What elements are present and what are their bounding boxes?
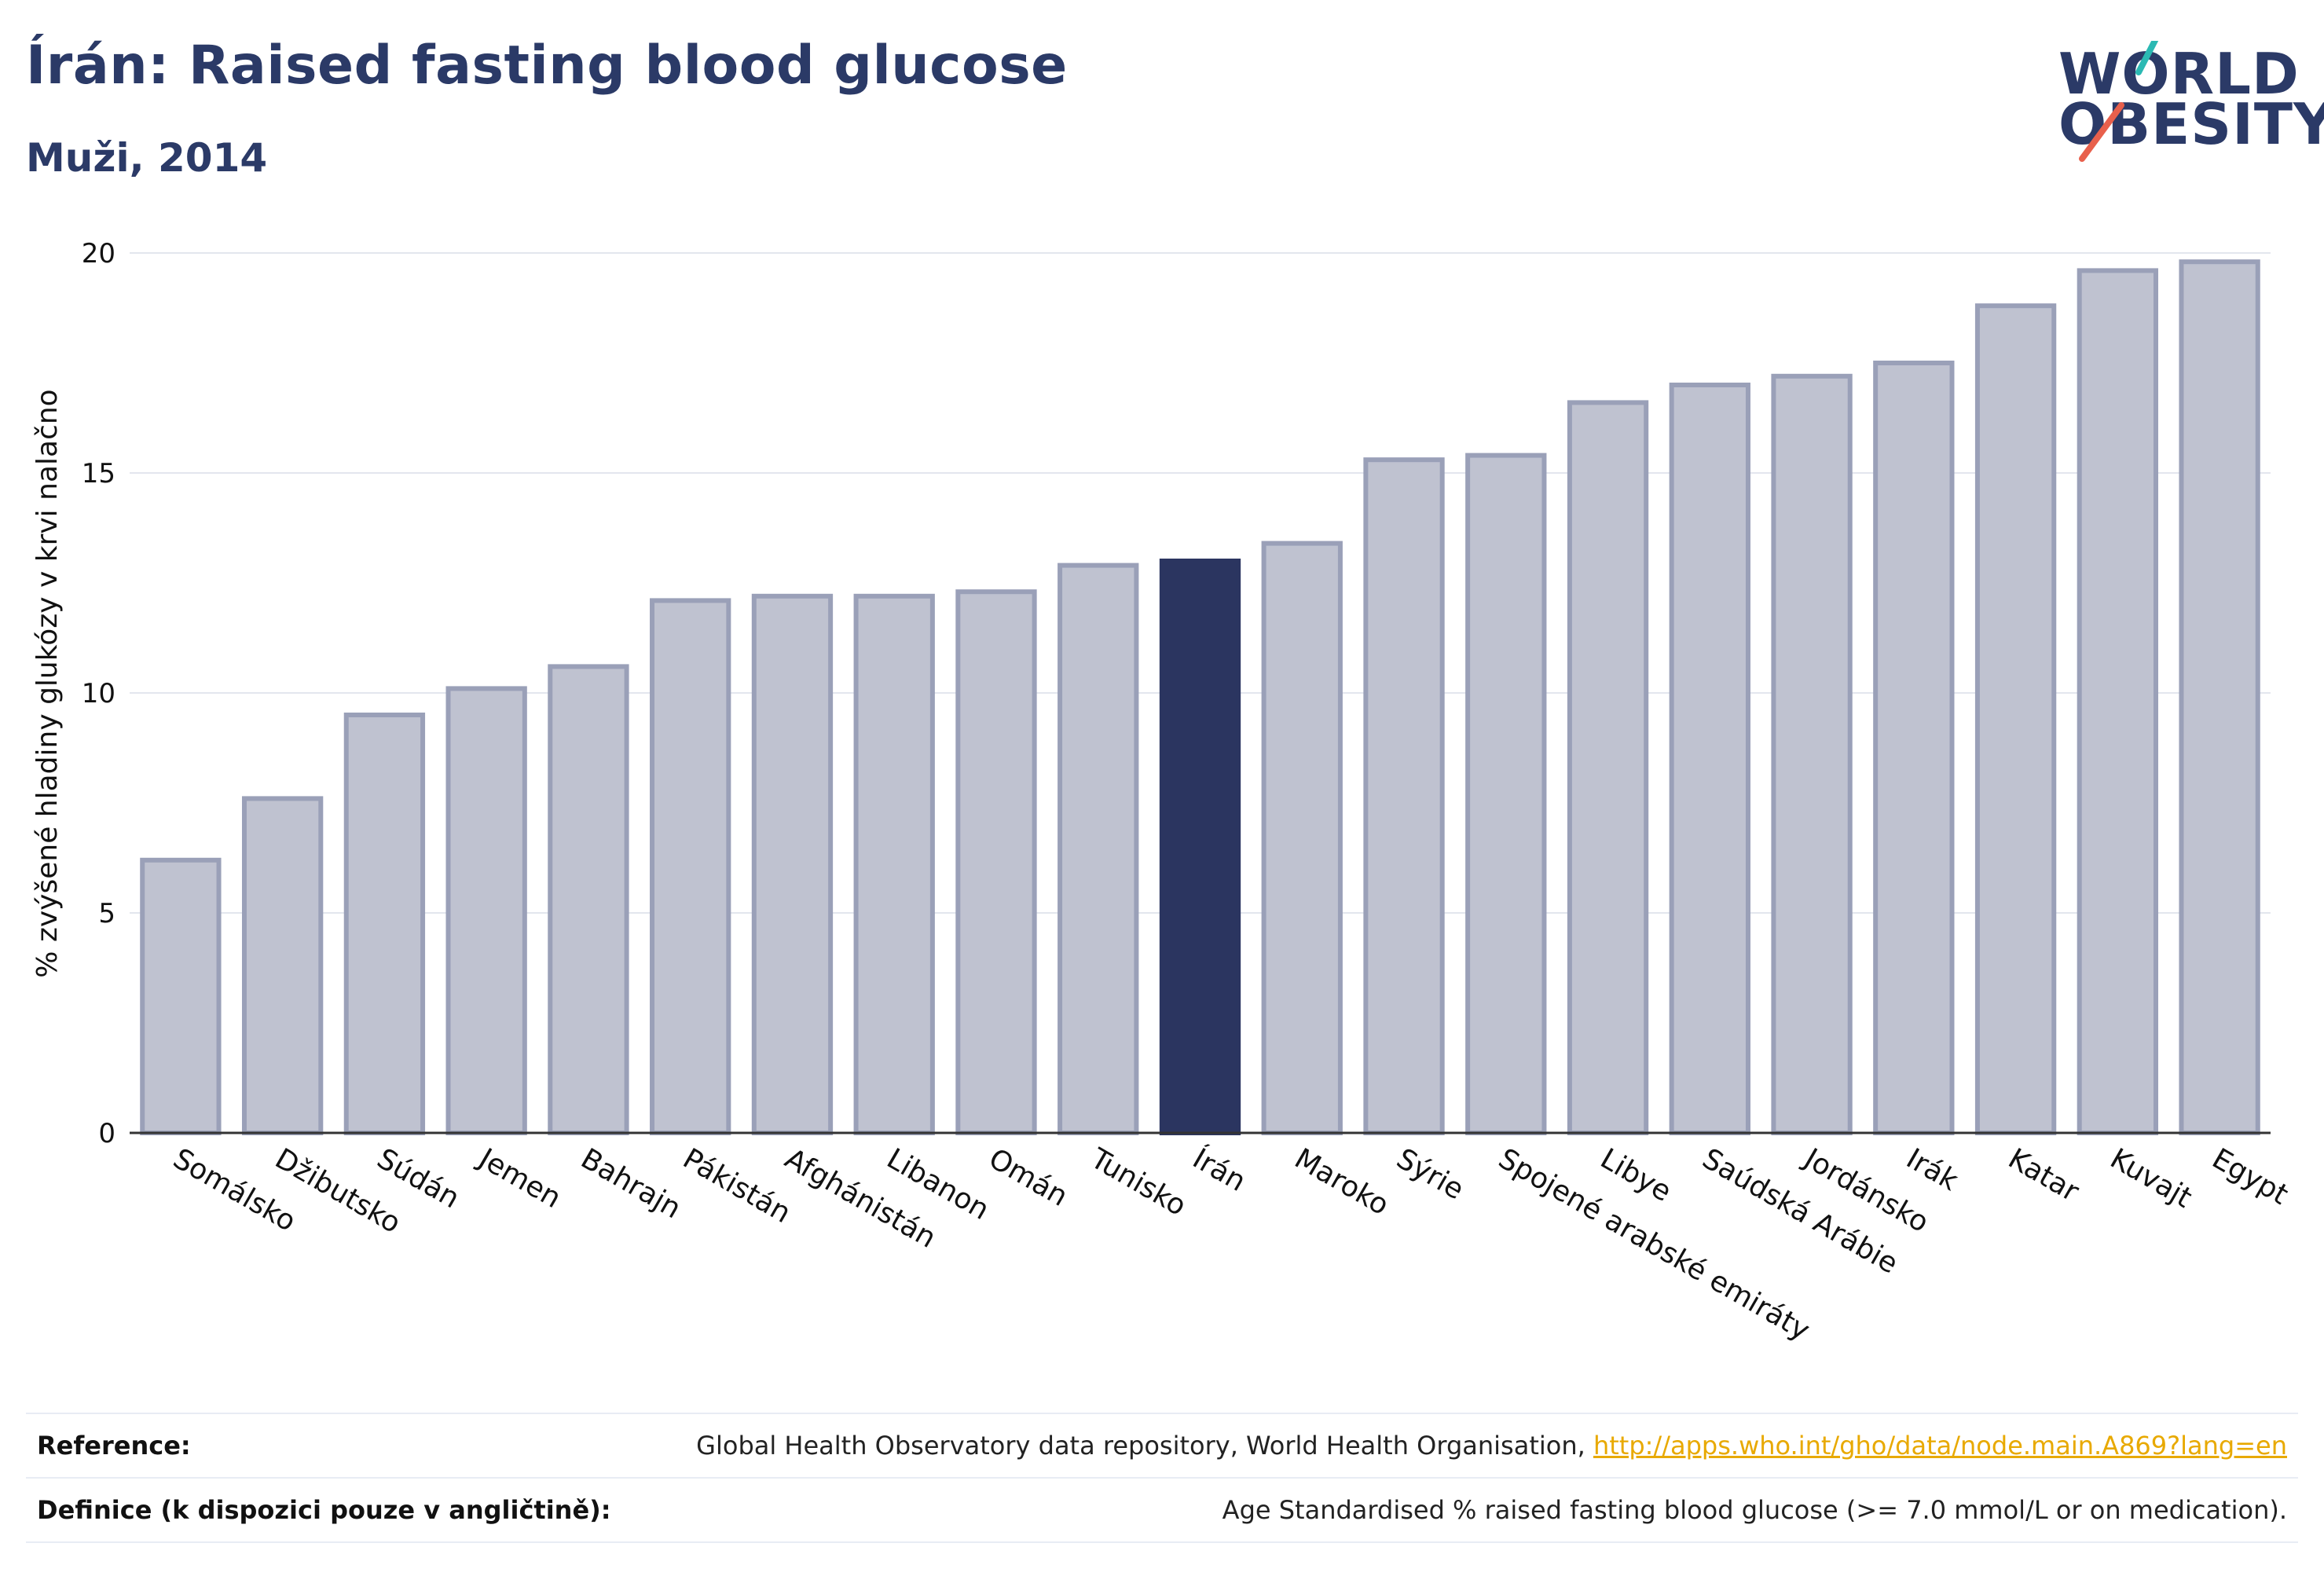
bar: [1465, 453, 1547, 1135]
x-tick-label: Bahrajn: [575, 1142, 686, 1225]
x-tick-label: Tunisko: [1084, 1142, 1191, 1222]
bar: [1669, 383, 1750, 1135]
bar: [1261, 541, 1343, 1135]
x-tick-label: Írán: [1187, 1142, 1252, 1198]
x-tick-label: Irák: [1901, 1142, 1963, 1197]
bar: [1771, 373, 1853, 1135]
bar: [1567, 400, 1649, 1135]
chart-title: Írán: Raised fasting blood glucose: [26, 35, 1068, 97]
definition-row: Definice (k dispozici pouze v angličtině…: [26, 1479, 2298, 1541]
x-tick-label: Pákistán: [677, 1142, 796, 1230]
bar: [751, 593, 834, 1135]
x-tick-label: Katar: [2003, 1142, 2084, 1208]
y-tick-label: 10: [82, 678, 115, 709]
definition-value: Age Standardised % raised fasting blood …: [1222, 1495, 2287, 1525]
logo-slash-icon: [2079, 41, 2159, 162]
y-tick-label: 0: [98, 1118, 115, 1149]
x-tick-label: Omán: [983, 1142, 1072, 1213]
reference-label: Reference:: [37, 1431, 191, 1461]
x-tick-label: Kuvajt: [2105, 1142, 2198, 1215]
bar: [1058, 563, 1139, 1135]
definition-label: Definice (k dispozici pouze v angličtině…: [37, 1495, 611, 1525]
reference-text: Global Health Observatory data repositor…: [696, 1431, 1593, 1461]
bar: [445, 686, 527, 1135]
y-tick-label: 5: [98, 898, 115, 929]
bar: [343, 713, 426, 1135]
bar: [1363, 457, 1445, 1135]
bar: [2179, 259, 2260, 1136]
y-axis-label: % zvýšené hladiny glukózy v krvi nalačno: [31, 389, 64, 977]
reference-link[interactable]: http://apps.who.int/gho/data/node.main.A…: [1593, 1431, 2287, 1461]
footer-divider-middle: [26, 1477, 2298, 1479]
x-tick-label: Sýrie: [1391, 1142, 1469, 1206]
bar: [1974, 303, 2057, 1136]
reference-value: Global Health Observatory data repositor…: [696, 1431, 2298, 1461]
bars: [140, 259, 2260, 1136]
world-obesity-logo: WORLD OBESITY: [2051, 41, 2324, 167]
logo-line-2: OBESITY: [2058, 91, 2324, 157]
bar: [241, 796, 324, 1136]
y-tick-label: 15: [82, 458, 115, 489]
bar: [548, 664, 629, 1135]
bar-highlighted: [1159, 559, 1241, 1135]
x-tick-label: Maroko: [1289, 1142, 1395, 1222]
bar: [650, 598, 731, 1135]
chart-subtitle: Muži, 2014: [26, 135, 268, 181]
x-tick-label: Jemen: [472, 1142, 566, 1215]
footer: Reference: Global Health Observatory dat…: [26, 1414, 2298, 1548]
footer-divider-bottom: [26, 1541, 2298, 1543]
bar: [955, 589, 1037, 1135]
bar: [853, 593, 935, 1135]
reference-row: Reference: Global Health Observatory dat…: [26, 1414, 2298, 1477]
bar: [1873, 361, 1955, 1135]
y-axis-ticks: 0 5 10 15 20: [82, 238, 115, 1149]
y-tick-label: 20: [82, 238, 115, 269]
bar: [140, 857, 222, 1136]
bar: [2077, 268, 2159, 1135]
footer-divider-top: [26, 1413, 2298, 1414]
x-tick-label: Egypt: [2207, 1142, 2293, 1211]
logo-line-1: WORLD: [2058, 41, 2300, 107]
